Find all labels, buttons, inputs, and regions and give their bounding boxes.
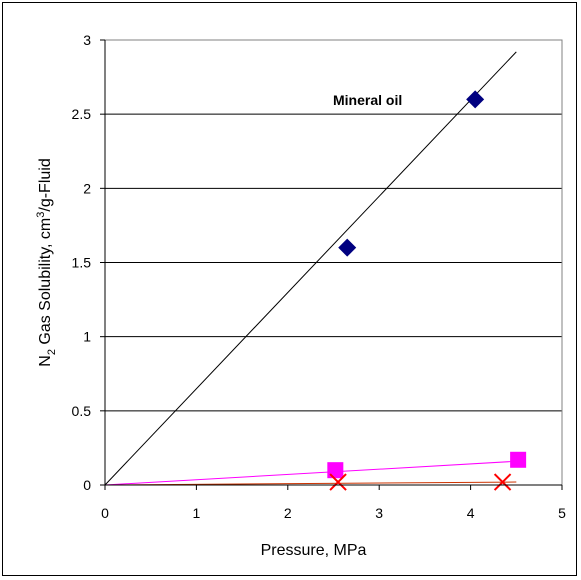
x-marker [493, 473, 512, 491]
square-marker [327, 462, 344, 479]
diamond-marker [466, 90, 485, 109]
x-axis-ticks: 0 1 2 3 4 5 [101, 484, 566, 521]
x-tick-label: 2 [284, 505, 292, 521]
y-tick-label: 3 [83, 32, 91, 48]
y-tick-label: 2 [83, 180, 91, 196]
x-marker-stroke [329, 473, 347, 491]
x-tick-label: 5 [558, 505, 566, 521]
y-tick-label: 1 [83, 329, 91, 345]
square-marker [510, 451, 527, 468]
x-axis-label: Pressure, MPa [261, 542, 367, 559]
y-tick-label: 0.5 [72, 403, 92, 419]
fit-line-2 [104, 460, 517, 486]
x-marker-stroke [493, 473, 512, 491]
x-tick-label: 1 [193, 505, 201, 521]
y-tick-label: 1.5 [72, 255, 92, 271]
y-tick-label: 0 [83, 477, 91, 493]
y-axis-label: N2 Gas Solubility, cm3/g-Fluid [35, 158, 58, 366]
x-marker [329, 473, 347, 491]
x-tick-label: 0 [101, 505, 109, 521]
data-points [327, 90, 527, 491]
diamond-marker [338, 238, 357, 257]
y-label-subscript: 2 [46, 349, 58, 355]
mineral-oil-annotation: Mineral oil [333, 92, 402, 108]
y-label-superscript: 3 [35, 212, 47, 218]
fit-lines [104, 51, 517, 486]
fit-line-1 [104, 51, 517, 486]
x-tick-label: 4 [467, 505, 475, 521]
y-tick-label: 2.5 [72, 106, 92, 122]
y-axis-ticks: 0 0.5 1 1.5 2 2.5 3 [72, 32, 106, 493]
x-tick-label: 3 [375, 505, 383, 521]
